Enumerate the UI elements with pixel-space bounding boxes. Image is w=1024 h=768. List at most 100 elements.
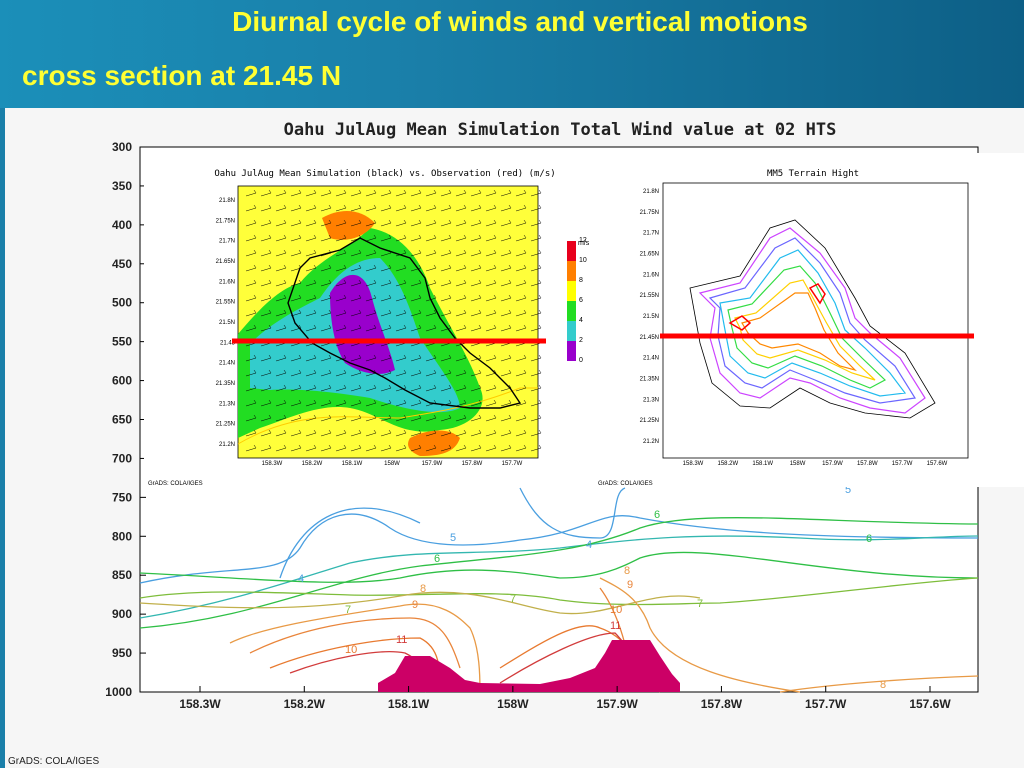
x-tick-label: 158W <box>497 697 529 711</box>
legend-unit: m/s <box>578 240 590 247</box>
inset-wind-y-label: 21.25N <box>216 422 235 428</box>
inset-wind-y-label: 21.7N <box>219 239 235 245</box>
y-tick-label: 800 <box>112 529 132 543</box>
y-tick-label: 450 <box>112 257 132 271</box>
inset-terrain-y-label: 21.25N <box>640 418 659 424</box>
inset-wind-y-label: 21.4N <box>219 361 235 367</box>
wind-fill-orange-top <box>322 211 375 240</box>
inset-wind-x-label: 157.7W <box>502 461 523 467</box>
wind-fill-orange-bottom <box>408 430 460 456</box>
contour-label: 8 <box>624 565 630 577</box>
inset-terrain-x-axis: 158.3W 158.2W 158.1W 158W 157.9W 157.8W 157.7W… <box>683 461 948 467</box>
legend-level: 4 <box>579 317 583 324</box>
y-tick-label: 300 <box>112 140 132 154</box>
legend-level: 2 <box>579 337 583 344</box>
inset-wind-title: Oahu JulAug Mean Simulation (black) vs. … <box>214 169 555 179</box>
footer-credit: GrADS: COLA/IGES <box>8 756 99 767</box>
inset-wind-y-label: 21.55N <box>216 300 235 306</box>
legend-level: 10 <box>579 257 587 264</box>
inset-terrain-y-label: 21.45N <box>640 335 659 341</box>
y-tick-label: 950 <box>112 646 132 660</box>
x-tick-label: 157.9W <box>596 697 638 711</box>
y-tick-label: 750 <box>112 490 132 504</box>
contour-label: 10 <box>610 604 622 616</box>
inset-wind-x-label: 158.1W <box>342 461 363 467</box>
y-tick-label: 900 <box>112 607 132 621</box>
contour-label: 6 <box>866 533 872 545</box>
inset-terrain-x-label: 157.6W <box>927 461 948 467</box>
inset-terrain-y-label: 21.75N <box>640 210 659 216</box>
inset-wind-x-label: 158.2W <box>302 461 323 467</box>
inset-terrain-y-label: 21.6N <box>643 272 659 278</box>
y-tick-label: 400 <box>112 218 132 232</box>
main-contours <box>139 487 979 693</box>
inset-terrain-x-label: 158.1W <box>752 461 773 467</box>
wind-fill-purple <box>330 274 395 374</box>
contour-label: 11 <box>396 634 407 646</box>
slide-left-bar <box>0 108 5 768</box>
slide-header: Diurnal cycle of winds and vertical moti… <box>0 0 1024 108</box>
legend-level: 6 <box>579 297 583 304</box>
x-tick-label: 158.2W <box>284 697 326 711</box>
contour-label: 9 <box>412 599 418 611</box>
legend-swatch <box>567 261 576 281</box>
slide-title: Diurnal cycle of winds and vertical moti… <box>232 6 808 37</box>
legend-swatch <box>567 341 576 361</box>
inset-terrain-x-label: 157.8W <box>857 461 878 467</box>
inset-terrain-y-label: 21.5N <box>643 314 659 320</box>
x-tick-label: 157.7W <box>805 697 847 711</box>
y-tick-label: 350 <box>112 179 132 193</box>
inset-terrain-y-label: 21.55N <box>640 293 659 299</box>
inset-terrain-y-label: 21.65N <box>640 252 659 258</box>
contour-label: 11 <box>610 620 621 632</box>
legend-level: 12 <box>579 237 587 244</box>
x-tick-label: 158.1W <box>388 697 430 711</box>
slide-subtitle: cross section at 21.45 N <box>22 60 342 91</box>
y-tick-label: 600 <box>112 374 132 388</box>
inset-wind-y-label: 21.5N <box>219 320 235 326</box>
x-tick-label: 158.3W <box>179 697 221 711</box>
main-y-axis: 300 350 400 450 500 550 600 650 700 750 800 850 900 9… <box>105 140 146 699</box>
contour-label: 5 <box>845 484 851 496</box>
inset-wind-map: Oahu JulAug Mean Simulation (black) vs. … <box>144 153 606 487</box>
contour-label: 6 <box>434 553 440 565</box>
contour-label: 10 <box>345 644 357 656</box>
inset-terrain-y-label: 21.3N <box>643 397 659 403</box>
y-tick-label: 850 <box>112 568 132 582</box>
cross-section-figure: Oahu JulAug Mean Simulation Total Wind v… <box>8 120 1024 767</box>
inset-wind-y-label: 21.65N <box>216 259 235 265</box>
contour-label: 9 <box>627 579 633 591</box>
inset-wind-y-label: 21.35N <box>216 381 235 387</box>
terrain-contours <box>689 219 936 419</box>
inset-wind-x-label: 157.9W <box>422 461 443 467</box>
inset-wind-y-label: 21.8N <box>219 198 235 204</box>
inset-terrain-map-area <box>662 182 969 459</box>
contour-label: 7 <box>510 593 516 605</box>
inset-wind-x-label: 158.3W <box>262 461 283 467</box>
x-tick-label: 157.6W <box>909 697 951 711</box>
wind-legend: m/s 12 10 8 6 4 2 0 <box>567 237 590 364</box>
legend-swatch <box>567 321 576 341</box>
inset-wind-y-label: 21.2N <box>219 442 235 448</box>
contour-label: 7 <box>697 598 703 610</box>
inset-terrain-y-label: 21.2N <box>643 439 659 445</box>
inset-terrain-x-label: 158.3W <box>683 461 704 467</box>
inset-terrain-y-label: 21.8N <box>643 189 659 195</box>
inset-terrain-x-label: 158.2W <box>718 461 739 467</box>
inset-wind-y-label: 21.75N <box>216 218 235 224</box>
inset-terrain-y-axis: 21.8N 21.75N 21.7N 21.65N 21.6N 21.55N 21.5N 21… <box>640 189 659 445</box>
contour-label: 4 <box>586 539 592 551</box>
inset-wind-y-label: 21.45 <box>220 340 236 346</box>
inset-wind-x-label: 158W <box>384 461 400 467</box>
legend-swatch <box>567 241 576 261</box>
y-tick-label: 1000 <box>105 685 132 699</box>
y-tick-label: 550 <box>112 335 132 349</box>
main-contour-labels: 4 5 5 4 6 6 6 7 7 7 8 8 9 9 10 10 11 11 … <box>298 484 886 691</box>
inset-wind-y-label: 21.6N <box>219 279 235 285</box>
inset-terrain-map: MM5 Terrain Hight 21.8N 21.75N 21.7N 21.65N… <box>596 153 1024 487</box>
contour-label: 5 <box>450 532 456 544</box>
x-tick-label: 157.8W <box>701 697 743 711</box>
inset-terrain-title: MM5 Terrain Hight <box>767 169 859 179</box>
inset-terrain-x-label: 157.7W <box>892 461 913 467</box>
contour-label: 6 <box>654 509 660 521</box>
